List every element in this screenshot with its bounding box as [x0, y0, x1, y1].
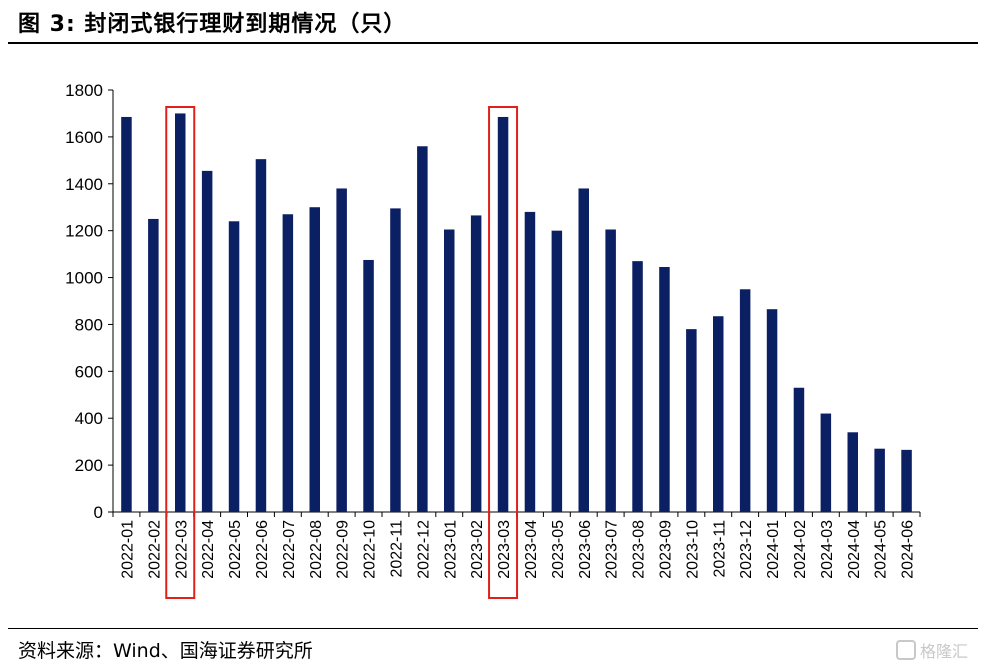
- x-tick-label: 2022-05: [227, 520, 244, 579]
- bar-2023-08: [632, 261, 643, 512]
- bar-2022-04: [201, 170, 213, 512]
- x-tick-label: 2023-08: [631, 520, 648, 579]
- bars: [121, 113, 912, 513]
- y-tick-label: 1800: [65, 81, 103, 100]
- x-tick-label: 2022-10: [362, 520, 379, 579]
- bar-2024-04: [847, 432, 858, 512]
- bar-2024-03: [820, 413, 832, 512]
- bar-2023-04: [524, 211, 536, 512]
- x-tick-label: 2024-04: [846, 520, 863, 579]
- y-tick-label: 600: [75, 362, 103, 381]
- bar-2022-12: [417, 146, 428, 512]
- x-axis: 2022-01 2022-02 2022-03 2022-04 2022-05 2022-…: [112, 511, 921, 579]
- y-tick-label: 800: [75, 315, 103, 334]
- highlight-box-2023-03: [488, 106, 519, 599]
- bar-2022-07: [282, 214, 294, 512]
- x-tick-label: 2022-08: [308, 520, 325, 579]
- bar-2023-09: [659, 267, 670, 512]
- x-tick-label: 2023-04: [523, 520, 540, 579]
- y-axis: 0 200 400 600 800 1000 1200 1400 1600 1800: [65, 81, 114, 522]
- x-tick-label: 2024-06: [900, 520, 917, 579]
- y-tick-label: 1000: [65, 269, 103, 288]
- bar-2022-01: [121, 116, 132, 512]
- x-tick-label: 2023-12: [738, 520, 755, 579]
- x-tick-label: 2022-04: [200, 520, 217, 579]
- bar-2023-12: [739, 289, 751, 512]
- bar-2023-03: [497, 116, 509, 512]
- source-divider: [8, 628, 978, 629]
- x-tick-label: 2022-02: [146, 520, 163, 579]
- bar-2022-03: [175, 113, 186, 512]
- x-tick-label: 2022-03: [173, 520, 190, 579]
- bar-2024-06: [901, 449, 912, 512]
- bar-2022-06: [255, 159, 267, 512]
- x-tick-label: 2023-03: [496, 520, 513, 579]
- bar-2022-10: [363, 259, 374, 512]
- bar-2024-05: [874, 448, 885, 512]
- x-tick-label: 2023-07: [604, 520, 621, 579]
- bar-2022-02: [148, 218, 159, 512]
- x-tick-label: 2022-09: [335, 520, 352, 579]
- x-tick-label: 2022-07: [281, 520, 298, 579]
- bar-chart: 0 200 400 600 800 1000 1200 1400 1600 1800 2022-0…: [65, 81, 921, 599]
- bar-2022-09: [336, 188, 347, 512]
- bar-2023-06: [578, 188, 589, 512]
- bar-2023-02: [470, 215, 482, 512]
- y-tick-label: 1200: [65, 222, 103, 241]
- x-tick-label: 2024-01: [765, 520, 782, 579]
- x-tick-label: 2024-05: [873, 520, 890, 579]
- y-tick-label: 200: [75, 456, 103, 475]
- watermark: 格隆汇: [895, 638, 968, 662]
- highlights: [165, 106, 519, 599]
- watermark-text: 格隆汇: [919, 642, 968, 661]
- bar-2023-11: [713, 316, 724, 512]
- x-tick-label: 2023-11: [711, 520, 728, 578]
- watermark-logo-icon: [895, 640, 916, 660]
- y-tick-label: 1400: [65, 175, 103, 194]
- x-tick-label: 2023-02: [469, 520, 486, 579]
- bar-2023-07: [605, 229, 616, 512]
- y-tick-label: 0: [94, 503, 103, 522]
- x-tick-label: 2023-09: [657, 520, 674, 579]
- bar-2022-08: [309, 207, 320, 512]
- source-note: 资料来源：Wind、国海证券研究所: [18, 640, 313, 662]
- x-tick-label: 2022-06: [254, 520, 271, 579]
- x-tick-label: 2023-05: [550, 520, 567, 579]
- y-tick-label: 1600: [65, 128, 103, 147]
- bar-2024-01: [766, 309, 778, 512]
- x-tick-label: 2023-01: [442, 520, 459, 579]
- x-tick-label: 2023-06: [577, 520, 594, 579]
- x-tick-label: 2022-11: [388, 520, 405, 578]
- bar-2022-11: [390, 208, 401, 512]
- x-tick-label: 2024-02: [792, 520, 809, 579]
- bar-2023-01: [444, 229, 455, 512]
- bar-2023-05: [551, 230, 563, 512]
- bar-2022-05: [228, 221, 240, 513]
- bar-2023-10: [686, 329, 697, 512]
- x-tick-label: 2023-10: [684, 520, 701, 579]
- x-tick-label: 2024-03: [819, 520, 836, 579]
- x-tick-label: 2022-01: [119, 520, 136, 579]
- bar-2024-02: [793, 387, 805, 512]
- y-tick-label: 400: [75, 409, 103, 428]
- chart-title: 图 3: 封闭式银行理财到期情况（只）: [18, 12, 407, 37]
- highlight-box-2022-03: [165, 106, 196, 599]
- title-divider: [8, 42, 978, 44]
- x-tick-label: 2022-12: [415, 520, 432, 579]
